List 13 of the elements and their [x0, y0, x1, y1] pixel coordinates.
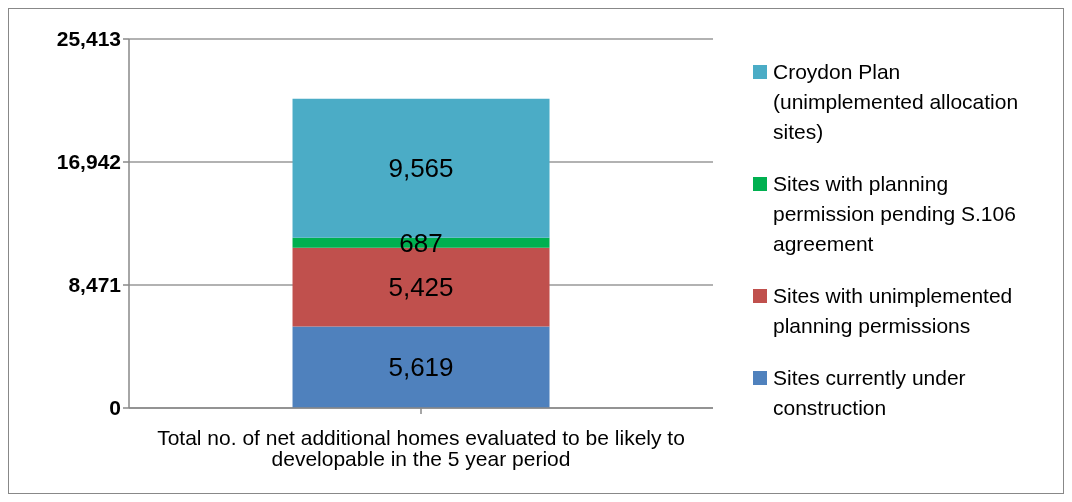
y-tick-label: 16,942 [56, 150, 121, 174]
legend-label: Sites currently under construction [773, 365, 967, 421]
bar [292, 326, 550, 408]
y-tick-label: 25,413 [56, 27, 121, 51]
legend-label: Sites with planning permission pending S.106 agreement [773, 171, 1017, 257]
data-label: 9,565 [388, 153, 454, 184]
legend-label: Sites with unimplemented planning permissions [773, 283, 1014, 339]
data-label: 5,425 [388, 272, 454, 303]
y-tick-label: 0 [109, 396, 121, 420]
y-tick-label: 8,471 [68, 273, 122, 297]
data-label: 5,619 [388, 352, 454, 383]
x-tick-label: Total no. of net additional homes evaluated to be likely to developable in the 5 year period [157, 425, 685, 470]
legend-label: Croydon Plan (unimplemented allocation sites) [773, 59, 1020, 145]
